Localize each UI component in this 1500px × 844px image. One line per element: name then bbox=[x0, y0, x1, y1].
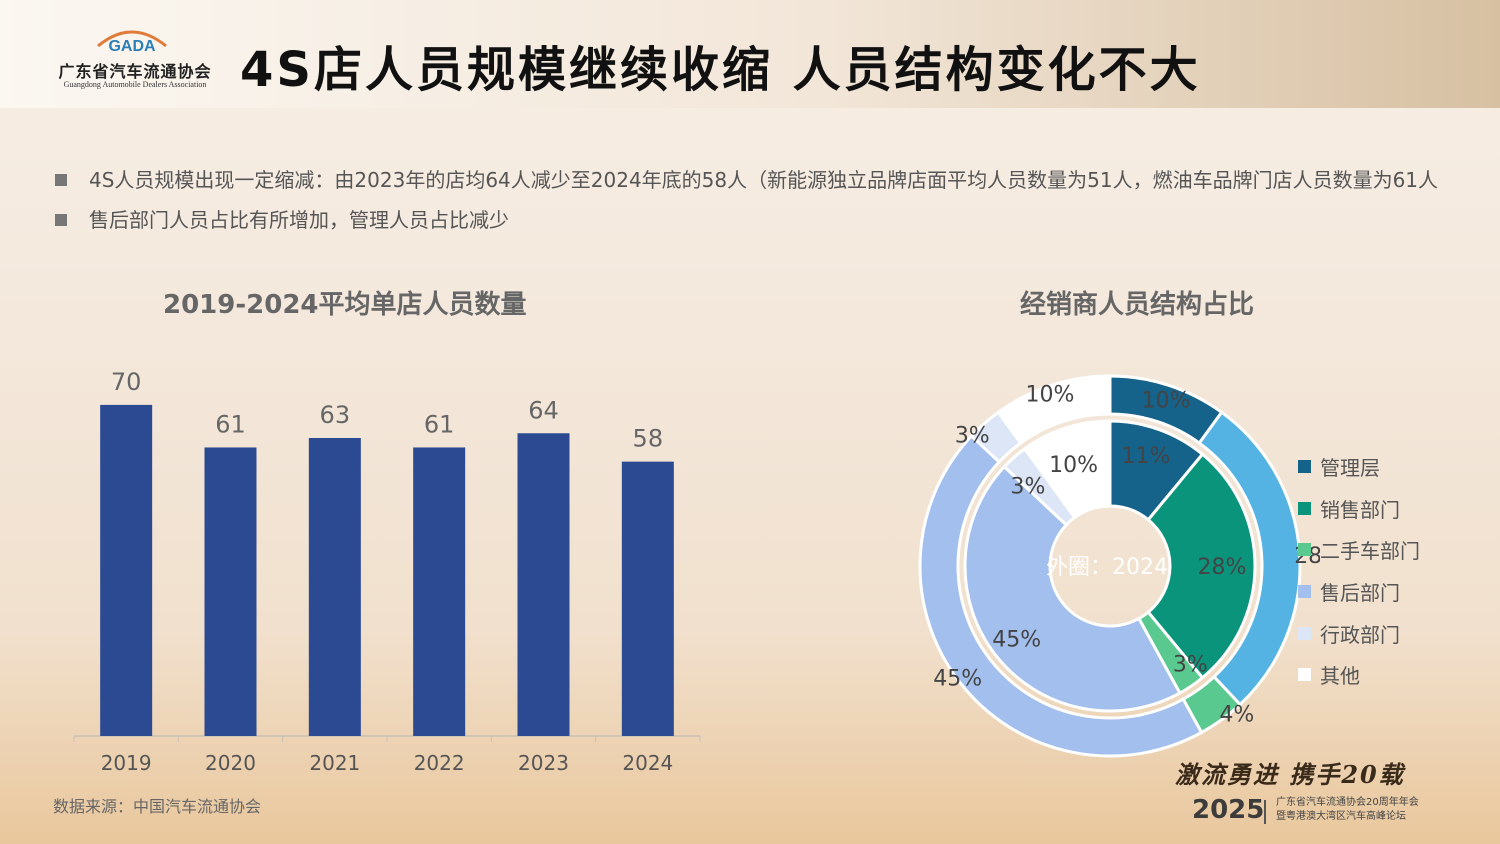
donut-slice-label: 3% bbox=[955, 424, 990, 449]
legend-item: 行政部门 bbox=[1298, 612, 1420, 654]
donut-slice-outer bbox=[996, 374, 1112, 446]
legend-swatch bbox=[1298, 543, 1311, 557]
donut-slice-inner bbox=[963, 464, 1182, 713]
bar-chart: 70 2019 61 2020 63 2021 61 2022 64 2023 58 2024 bbox=[73, 368, 701, 775]
legend-swatch bbox=[1298, 585, 1311, 599]
bar-chart-title: 2019-2024平均单店人员数量 bbox=[163, 290, 527, 320]
page-title: 4S店人员规模继续收缩 人员结构变化不大 bbox=[240, 42, 1201, 98]
donut-legend: 管理层销售部门二手车部门售后部门行政部门其他 bbox=[1298, 446, 1420, 696]
footer-slogan: 激流勇进 携手20载 bbox=[1175, 760, 1405, 789]
bullet-square-icon bbox=[55, 214, 67, 226]
bar-value-label: 70 bbox=[111, 368, 142, 396]
bar-value-label: 63 bbox=[320, 401, 351, 429]
legend-label: 售后部门 bbox=[1320, 581, 1400, 606]
legend-swatch bbox=[1298, 668, 1311, 682]
donut-chart-title: 经销商人员结构占比 bbox=[1020, 290, 1255, 320]
legend-item: 售后部门 bbox=[1298, 571, 1420, 613]
legend-item: 其他 bbox=[1298, 654, 1420, 696]
logo-name-cn: 广东省汽车流通协会 bbox=[58, 62, 212, 81]
donut-slice-outer bbox=[918, 433, 1204, 758]
logo-mark-text: GADA bbox=[108, 38, 156, 54]
footer-sub-line2: 暨粤港澳大湾区汽车高峰论坛 bbox=[1276, 811, 1406, 822]
legend-label: 行政部门 bbox=[1320, 622, 1400, 647]
x-tick-label: 2019 bbox=[101, 751, 152, 775]
legend-item: 销售部门 bbox=[1298, 488, 1420, 530]
donut-center-label: 外圈：2024 bbox=[1046, 555, 1168, 580]
donut-slice-label: 11% bbox=[1122, 444, 1171, 469]
bullet-item: 4S人员规模出现一定缩减：由2023年的店均64人减少至2024年底的58人（新… bbox=[55, 160, 1485, 200]
logo-name-en: Guangdong Automobile Dealers Association bbox=[63, 80, 207, 89]
footer-divider bbox=[1264, 800, 1266, 824]
bar bbox=[204, 447, 257, 736]
bar bbox=[413, 447, 466, 736]
bar-value-label: 64 bbox=[528, 396, 559, 424]
bar-value-label: 61 bbox=[215, 410, 246, 438]
donut-slice-label: 28% bbox=[1198, 555, 1247, 580]
header-band: GADA 广东省汽车流通协会 Guangdong Automobile Deal… bbox=[0, 0, 1500, 108]
x-tick-label: 2024 bbox=[622, 751, 673, 775]
legend-item: 二手车部门 bbox=[1298, 529, 1420, 571]
legend-label: 其他 bbox=[1320, 664, 1360, 689]
bullet-square-icon bbox=[55, 174, 67, 186]
bullet-list: 4S人员规模出现一定缩减：由2023年的店均64人减少至2024年底的58人（新… bbox=[55, 160, 1485, 240]
data-source: 数据来源：中国汽车流通协会 bbox=[53, 797, 262, 816]
footer-year: 2025 bbox=[1192, 795, 1265, 825]
donut-chart: 10%28%4%45%3%10%11%28%3%45%3%10%外圈：2024 bbox=[918, 374, 1320, 758]
bar bbox=[308, 437, 361, 736]
legend-swatch bbox=[1298, 460, 1311, 474]
legend-item: 管理层 bbox=[1298, 446, 1420, 488]
logo-mark-icon: GADA bbox=[97, 30, 167, 54]
donut-slice-label: 45% bbox=[992, 627, 1041, 652]
legend-label: 二手车部门 bbox=[1320, 539, 1420, 564]
footer-subtitle: 广东省汽车流通协会20周年年会 暨粤港澳大湾区汽车高峰论坛 bbox=[1276, 796, 1419, 824]
footer-sub-line1: 广东省汽车流通协会20周年年会 bbox=[1276, 797, 1419, 808]
x-tick-label: 2023 bbox=[518, 751, 569, 775]
donut-slice-inner bbox=[1022, 419, 1112, 520]
bar bbox=[621, 461, 674, 736]
bullet-item: 售后部门人员占比有所增加，管理人员占比减少 bbox=[55, 200, 1485, 240]
bar-value-label: 61 bbox=[424, 410, 455, 438]
association-logo: GADA 广东省汽车流通协会 Guangdong Automobile Deal… bbox=[50, 24, 220, 94]
bar bbox=[517, 433, 570, 736]
donut-slice-label: 10% bbox=[1142, 389, 1191, 414]
donut-slice-label: 10% bbox=[1049, 453, 1098, 478]
donut-slice-label: 3% bbox=[1011, 474, 1046, 499]
donut-slice-inner bbox=[1146, 452, 1257, 680]
bar-value-label: 58 bbox=[633, 425, 664, 453]
bullet-text: 4S人员规模出现一定缩减：由2023年的店均64人减少至2024年底的58人（新… bbox=[89, 168, 1439, 192]
x-tick-label: 2021 bbox=[309, 751, 360, 775]
bar bbox=[100, 404, 153, 736]
legend-swatch bbox=[1298, 626, 1311, 640]
legend-label: 管理层 bbox=[1320, 456, 1380, 481]
donut-slice-label: 4% bbox=[1219, 703, 1254, 728]
donut-slice-label: 3% bbox=[1173, 653, 1208, 678]
x-tick-label: 2020 bbox=[205, 751, 256, 775]
x-tick-label: 2022 bbox=[414, 751, 465, 775]
donut-slice-label: 10% bbox=[1025, 383, 1074, 408]
bullet-text: 售后部门人员占比有所增加，管理人员占比减少 bbox=[89, 208, 509, 232]
donut-slice-label: 45% bbox=[933, 666, 982, 691]
legend-swatch bbox=[1298, 501, 1311, 515]
legend-label: 销售部门 bbox=[1320, 497, 1400, 522]
